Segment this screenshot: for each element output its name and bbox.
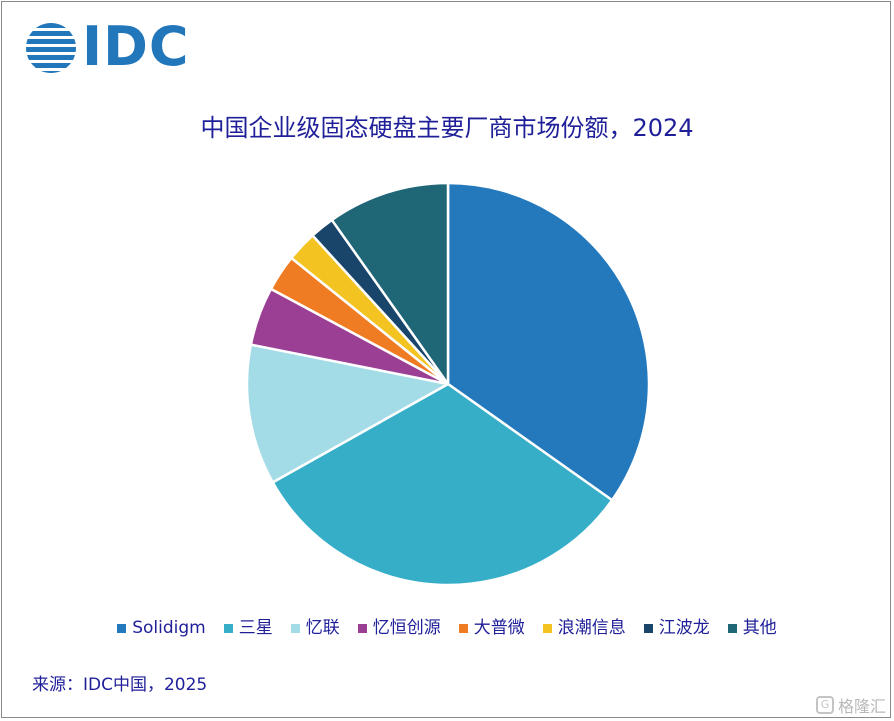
legend-swatch [290, 623, 300, 633]
chart-title: 中国企业级固态硬盘主要厂商市场份额，2024 [200, 114, 694, 142]
logo-text: IDC [82, 15, 190, 78]
watermark-logo-icon: G [815, 696, 834, 714]
pie-slice-7 [330, 181, 450, 386]
legend-swatch [643, 623, 653, 633]
legend-label: 其他 [742, 618, 777, 638]
legend-item: Solidigm [117, 616, 206, 640]
legend-item: 江波龙 [643, 616, 710, 640]
legend-item: 其他 [727, 616, 777, 640]
legend-label: 忆恒创源 [372, 618, 441, 638]
legend-swatch [727, 623, 737, 633]
idc-globe-icon [26, 23, 76, 73]
idc-logo: IDC [24, 16, 214, 78]
legend-swatch [117, 623, 127, 633]
pie-slice-0 [446, 181, 651, 502]
legend-item: 大普微 [458, 616, 525, 640]
legend-swatch [458, 623, 468, 633]
legend-item: 三星 [223, 616, 273, 640]
legend-label: 大普微 [473, 618, 525, 638]
chart-legend: Solidigm 三星 忆联 忆恒创源 大普微 浪潮信息 江波龙 其他 [0, 616, 894, 640]
pie-slice-1 [271, 382, 614, 587]
legend-label: 江波龙 [658, 618, 710, 638]
legend-item: 忆恒创源 [357, 616, 441, 640]
legend-label: Solidigm [132, 618, 206, 638]
legend-swatch [357, 623, 367, 633]
watermark: G 格隆汇 [815, 693, 886, 717]
legend-swatch [223, 623, 233, 633]
pie-slice-2 [245, 343, 450, 484]
legend-label: 忆联 [305, 618, 340, 638]
watermark-text: 格隆汇 [837, 697, 886, 716]
source-note: 来源：IDC中国，2025 [32, 675, 208, 695]
legend-swatch [542, 623, 552, 633]
legend-item: 浪潮信息 [542, 616, 626, 640]
legend-item: 忆联 [290, 616, 340, 640]
legend-label: 三星 [238, 618, 273, 638]
legend-label: 浪潮信息 [557, 618, 626, 638]
